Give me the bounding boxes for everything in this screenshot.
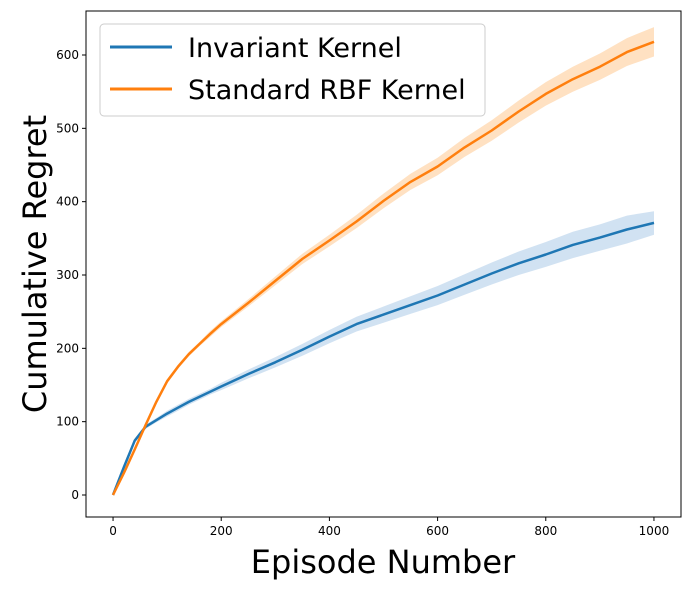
y-tick-label: 600 (56, 48, 79, 62)
y-tick-label: 100 (56, 415, 79, 429)
y-tick-label: 0 (71, 488, 79, 502)
y-axis-title: Cumulative Regret (16, 115, 54, 413)
y-tick-label: 200 (56, 341, 79, 355)
x-tick-label: 200 (210, 524, 233, 538)
line-standard-rbf-kernel (111, 40, 655, 496)
y-tick-label: 500 (56, 121, 79, 135)
legend-label-standard-rbf-kernel: Standard RBF Kernel (188, 75, 466, 106)
x-tick-label: 600 (426, 524, 449, 538)
band-standard-rbf-kernel (113, 27, 654, 495)
confidence-bands (113, 27, 654, 495)
legend: Invariant Kernel Standard RBF Kernel (99, 23, 486, 117)
series-lines (111, 40, 655, 496)
line-invariant-kernel (111, 221, 655, 496)
x-axis-ticks: 0 200 400 600 800 1000 (109, 517, 669, 538)
legend-box (99, 23, 486, 117)
y-axis-ticks: 0 100 200 300 400 500 600 (56, 48, 86, 502)
x-tick-label: 800 (534, 524, 557, 538)
band-invariant-kernel (113, 211, 654, 495)
y-tick-label: 300 (56, 268, 79, 282)
x-tick-label: 1000 (639, 524, 670, 538)
x-tick-label: 400 (318, 524, 341, 538)
x-axis-title: Episode Number (251, 543, 516, 581)
legend-label-invariant-kernel: Invariant Kernel (188, 33, 402, 64)
x-tick-label: 0 (109, 524, 117, 538)
plot-area-frame (85, 10, 682, 518)
y-tick-label: 400 (56, 195, 79, 209)
